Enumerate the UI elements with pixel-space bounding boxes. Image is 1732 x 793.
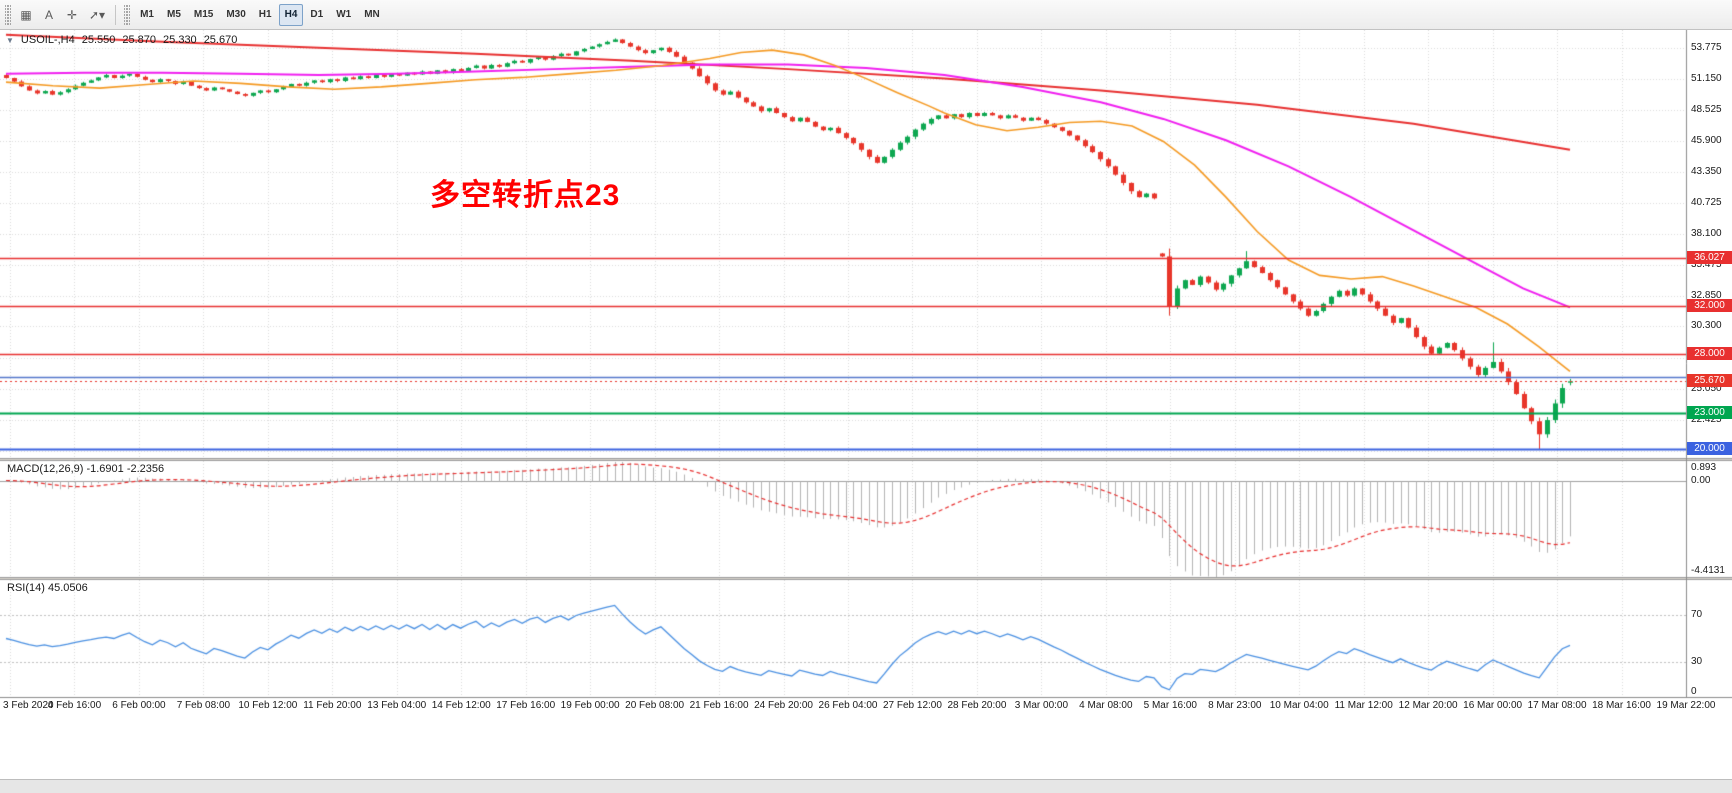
price-scale-label: 51.150 [1691, 73, 1722, 85]
price-scale-label: 22.425 [1691, 413, 1722, 425]
price-scale-label: 45.900 [1691, 135, 1722, 147]
level-price-box: 32.000 [1687, 299, 1732, 313]
time-axis-label: 26 Feb 04:00 [818, 700, 878, 711]
time-axis-label: 4 Mar 08:00 [1079, 700, 1133, 711]
time-axis-label: 7 Feb 08:00 [176, 700, 231, 711]
price-scale-label: 53.775 [1691, 42, 1722, 54]
chart-high-value: 25.870 [122, 34, 157, 46]
chart-canvas[interactable] [0, 30, 1732, 793]
timeframe-m15-button[interactable]: M15 [193, 9, 214, 20]
time-axis-label: 3 Mar 00:00 [1014, 700, 1069, 711]
timeframe-toolbar-drag-handle[interactable] [124, 4, 131, 25]
time-axis-label: 11 Feb 20:00 [303, 700, 362, 711]
time-axis-label: 4 Feb 16:00 [47, 700, 102, 711]
time-axis-label: 13 Feb 04:00 [367, 700, 427, 711]
price-scale-label: 25.050 [1691, 382, 1722, 394]
window-bottom-edge [0, 779, 1732, 793]
time-axis-label: 6 Feb 00:00 [112, 700, 166, 711]
toolbar-separator [115, 4, 117, 25]
annotation-text[interactable]: 多空转折点23 [430, 179, 621, 212]
time-axis-label: 14 Feb 12:00 [431, 700, 491, 711]
level-price-box: 28.000 [1687, 346, 1732, 360]
rsi-scale-30-label: 30 [1691, 655, 1703, 667]
rsi-indicator-label: RSI(14) 45.0506 [7, 582, 88, 594]
toolbar: ▦ A ✛ ➚▾ M1 M5 M15 M30 H1 H4 D1 W1 MN [0, 0, 1732, 30]
level-price-box: 20.000 [1687, 441, 1732, 455]
time-axis-label: 16 Mar 00:00 [1463, 700, 1523, 711]
time-axis-label: 10 Mar 04:00 [1269, 700, 1329, 711]
price-scale-label: 48.525 [1691, 104, 1722, 116]
macd-scale-min-label: -4.4131 [1691, 565, 1725, 576]
timeframe-w1-button[interactable]: W1 [336, 9, 352, 20]
macd-scale-max-label: 0.893 [1691, 462, 1717, 473]
chart-low-value: 25.330 [163, 34, 197, 46]
time-axis-label: 18 Mar 16:00 [1592, 700, 1651, 711]
time-axis-label: 3 Feb 2020 [3, 700, 54, 711]
rsi-scale-70-label: 70 [1691, 609, 1703, 621]
rsi-scale-0-label: 0 [1691, 686, 1697, 697]
toolbar-drag-handle[interactable] [5, 4, 11, 25]
price-scale-label: 40.725 [1691, 196, 1722, 208]
time-axis-label: 27 Feb 12:00 [882, 700, 942, 711]
chart-header: ▼ USOIL-,H4 25.550 25.870 25.330 25.670 [6, 34, 237, 46]
grid-tool-button[interactable]: ▦ [20, 7, 32, 22]
macd-indicator-label: MACD(12,26,9) -1.6901 -2.2356 [7, 463, 165, 475]
time-axis-label: 17 Feb 16:00 [496, 700, 556, 711]
time-axis-label: 11 Mar 12:00 [1334, 700, 1393, 711]
chart-close-value: 25.670 [203, 34, 238, 46]
time-axis-label: 19 Mar 22:00 [1656, 700, 1716, 711]
time-axis-label: 5 Mar 16:00 [1143, 700, 1197, 711]
time-axis-label: 8 Mar 23:00 [1208, 700, 1262, 711]
time-axis-label: 21 Feb 16:00 [689, 700, 749, 711]
arrow-tools-dropdown-button[interactable]: ➚▾ [89, 7, 106, 22]
panel-separator-rsi[interactable] [0, 577, 1732, 580]
time-axis-label: 20 Feb 08:00 [625, 700, 685, 711]
time-axis-label: 10 Feb 12:00 [238, 700, 298, 711]
price-scale-label: 32.850 [1691, 290, 1722, 302]
level-price-box: 23.000 [1687, 405, 1732, 419]
timeframe-d1-button[interactable]: D1 [310, 9, 324, 20]
level-price-box: 36.027 [1687, 251, 1732, 265]
price-scale-label: 30.300 [1691, 320, 1722, 332]
chart-symbol-period: USOIL-,H4 [20, 34, 75, 46]
time-axis-label: 12 Mar 20:00 [1398, 700, 1458, 711]
panel-separator-macd[interactable] [0, 458, 1732, 461]
time-axis-label: 24 Feb 20:00 [754, 700, 813, 711]
time-axis-label: 19 Feb 00:00 [560, 700, 620, 711]
timeframe-m1-button[interactable]: M1 [140, 9, 154, 20]
price-scale-label: 43.350 [1691, 165, 1722, 177]
chart-open-value: 25.550 [81, 34, 116, 46]
price-scale-label: 35.475 [1691, 259, 1722, 271]
text-tool-button[interactable]: A [44, 7, 53, 22]
crosshair-tool-button[interactable]: ✛ [66, 7, 78, 22]
current-price-box: 25.670 [1687, 374, 1732, 388]
time-axis-label: 17 Mar 08:00 [1527, 700, 1587, 711]
timeframe-h1-button[interactable]: H1 [258, 9, 272, 20]
macd-scale-zero-label: 0.00 [1691, 474, 1711, 486]
timeframe-m5-button[interactable]: M5 [166, 9, 181, 20]
timeframe-m30-button[interactable]: M30 [226, 9, 246, 20]
one-click-trading-icon[interactable]: ▼ [6, 35, 14, 45]
timeframe-mn-button[interactable]: MN [364, 9, 380, 20]
price-scale-label: 38.100 [1691, 227, 1722, 239]
timeframe-h4-button[interactable]: H4 [278, 3, 304, 26]
time-axis-label: 28 Feb 20:00 [947, 700, 1007, 711]
